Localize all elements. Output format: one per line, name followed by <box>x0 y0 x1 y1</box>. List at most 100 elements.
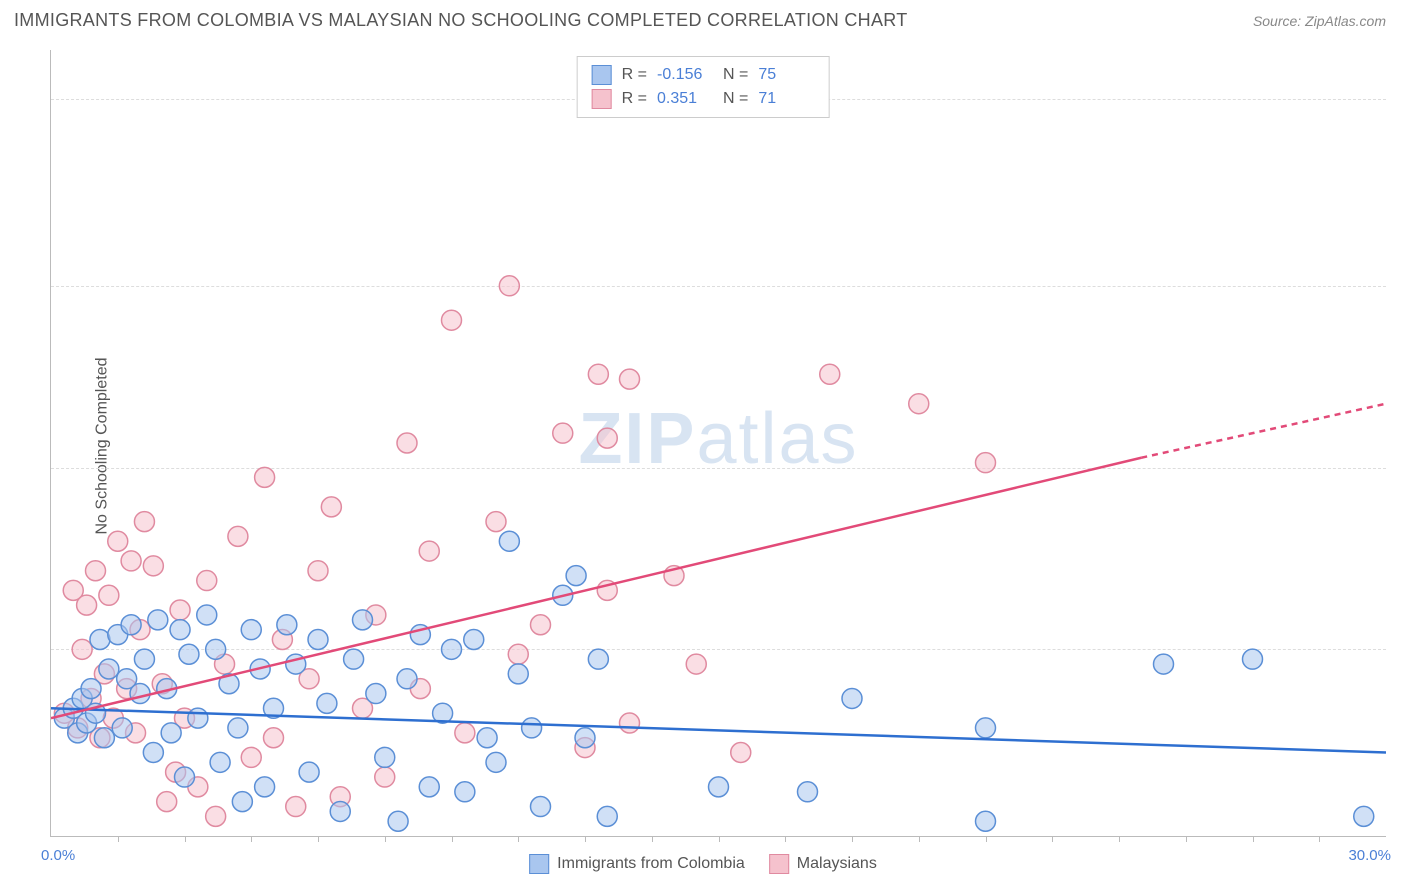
data-point <box>508 644 528 664</box>
data-point <box>206 806 226 826</box>
data-point <box>798 782 818 802</box>
data-point <box>255 777 275 797</box>
data-point <box>588 649 608 669</box>
stats-row-series2: R = 0.351 N = 71 <box>592 87 815 111</box>
data-point <box>464 630 484 650</box>
data-point <box>344 649 364 669</box>
data-point <box>308 630 328 650</box>
data-point <box>210 752 230 772</box>
data-point <box>731 742 751 762</box>
data-point <box>909 394 929 414</box>
legend-swatch-series2 <box>769 854 789 874</box>
data-point <box>566 566 586 586</box>
x-tick <box>652 836 653 842</box>
x-tick <box>385 836 386 842</box>
data-point <box>531 615 551 635</box>
x-tick <box>919 836 920 842</box>
chart-title: IMMIGRANTS FROM COLOMBIA VS MALAYSIAN NO… <box>14 10 908 31</box>
data-point <box>388 811 408 831</box>
data-point <box>86 561 106 581</box>
data-point <box>597 806 617 826</box>
data-point <box>206 639 226 659</box>
data-point <box>72 639 92 659</box>
data-point <box>455 782 475 802</box>
x-tick <box>518 836 519 842</box>
data-point <box>170 620 190 640</box>
data-point <box>397 433 417 453</box>
data-point <box>308 561 328 581</box>
data-point <box>197 571 217 591</box>
data-point <box>419 777 439 797</box>
data-point <box>419 541 439 561</box>
x-tick <box>585 836 586 842</box>
data-point <box>477 728 497 748</box>
x-tick <box>986 836 987 842</box>
y-tick-label: 7.5% <box>1394 459 1406 476</box>
y-tick-label: 11.2% <box>1394 277 1406 294</box>
x-tick <box>251 836 252 842</box>
source-label: Source: ZipAtlas.com <box>1253 13 1386 29</box>
data-point <box>976 453 996 473</box>
x-tick <box>118 836 119 842</box>
data-point <box>317 693 337 713</box>
x-tick <box>785 836 786 842</box>
data-point <box>620 713 640 733</box>
data-point <box>108 531 128 551</box>
data-point <box>1243 649 1263 669</box>
data-point <box>179 644 199 664</box>
data-point <box>330 801 350 821</box>
data-point <box>820 364 840 384</box>
data-point <box>228 526 248 546</box>
data-point <box>1354 806 1374 826</box>
data-point <box>321 497 341 517</box>
legend-item-series2: Malaysians <box>769 854 877 874</box>
data-point <box>486 512 506 532</box>
data-point <box>148 610 168 630</box>
data-point <box>112 718 132 738</box>
legend-label-series1: Immigrants from Colombia <box>557 855 745 873</box>
data-point <box>620 369 640 389</box>
legend-swatch-series1 <box>529 854 549 874</box>
x-tick <box>1119 836 1120 842</box>
legend-item-series1: Immigrants from Colombia <box>529 854 745 874</box>
data-point <box>597 428 617 448</box>
data-point <box>976 811 996 831</box>
data-point <box>522 718 542 738</box>
data-point <box>353 610 373 630</box>
data-point <box>188 708 208 728</box>
trend-line <box>1141 404 1386 458</box>
data-point <box>486 752 506 772</box>
y-tick-label: 3.8% <box>1394 641 1406 658</box>
data-point <box>709 777 729 797</box>
data-point <box>232 792 252 812</box>
data-point <box>143 556 163 576</box>
x-tick <box>1319 836 1320 842</box>
data-point <box>77 595 97 615</box>
data-point <box>90 630 110 650</box>
data-point <box>375 767 395 787</box>
x-tick <box>852 836 853 842</box>
data-point <box>157 792 177 812</box>
data-point <box>286 797 306 817</box>
data-point <box>277 615 297 635</box>
swatch-series1 <box>592 65 612 85</box>
y-tick-label: 15.0% <box>1394 91 1406 108</box>
data-point <box>508 664 528 684</box>
data-point <box>442 639 462 659</box>
data-point <box>842 688 862 708</box>
data-point <box>442 310 462 330</box>
data-point <box>134 649 154 669</box>
data-point <box>686 654 706 674</box>
x-tick <box>318 836 319 842</box>
x-tick <box>1052 836 1053 842</box>
data-point <box>588 364 608 384</box>
x-tick <box>452 836 453 842</box>
x-axis-min-label: 0.0% <box>41 847 75 864</box>
data-point <box>170 600 190 620</box>
data-point <box>499 531 519 551</box>
data-point <box>499 276 519 296</box>
data-point <box>175 767 195 787</box>
data-point <box>976 718 996 738</box>
data-point <box>241 620 261 640</box>
data-point <box>455 723 475 743</box>
